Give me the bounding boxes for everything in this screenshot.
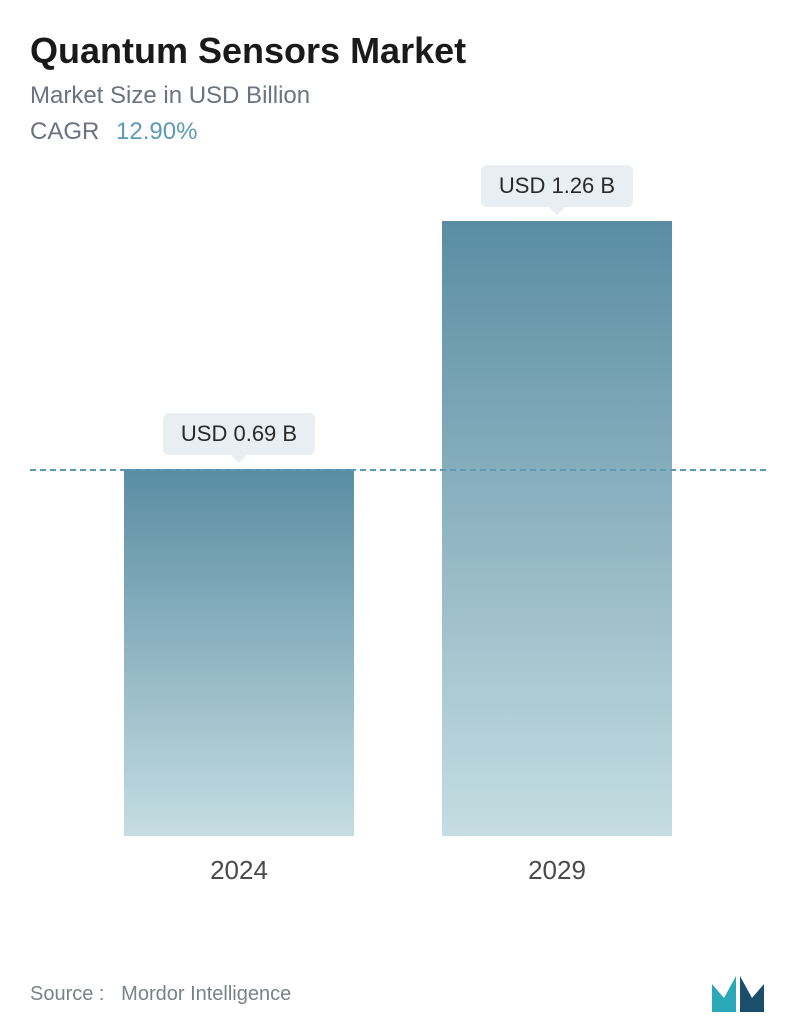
brand-logo	[712, 976, 766, 1012]
bar	[124, 469, 354, 836]
source-text: Source : Mordor Intelligence	[30, 983, 291, 1006]
source-prefix: Source :	[30, 983, 104, 1005]
bar-value-label: USD 0.69 B	[163, 413, 315, 455]
chart-subtitle: Market Size in USD Billion	[30, 82, 766, 110]
chart-area: USD 0.69 B USD 1.26 B 2024 2029	[30, 166, 766, 886]
bar-group: USD 0.69 B	[124, 413, 354, 836]
bars-container: USD 0.69 B USD 1.26 B	[30, 166, 766, 836]
cagr-value: 12.90%	[116, 118, 197, 145]
source-name: Mordor Intelligence	[121, 983, 291, 1005]
bar-group: USD 1.26 B	[442, 165, 672, 836]
bar-value-label: USD 1.26 B	[481, 165, 633, 207]
cagr-row: CAGR 12.90%	[30, 118, 766, 146]
x-axis-label: 2029	[442, 855, 672, 886]
x-axis-labels: 2024 2029	[30, 855, 766, 886]
cagr-label: CAGR	[30, 118, 99, 145]
x-axis-label: 2024	[124, 855, 354, 886]
bar	[442, 221, 672, 836]
logo-icon	[712, 976, 766, 1012]
chart-title: Quantum Sensors Market	[30, 30, 766, 72]
reference-line	[30, 469, 766, 471]
chart-footer: Source : Mordor Intelligence	[30, 976, 766, 1012]
